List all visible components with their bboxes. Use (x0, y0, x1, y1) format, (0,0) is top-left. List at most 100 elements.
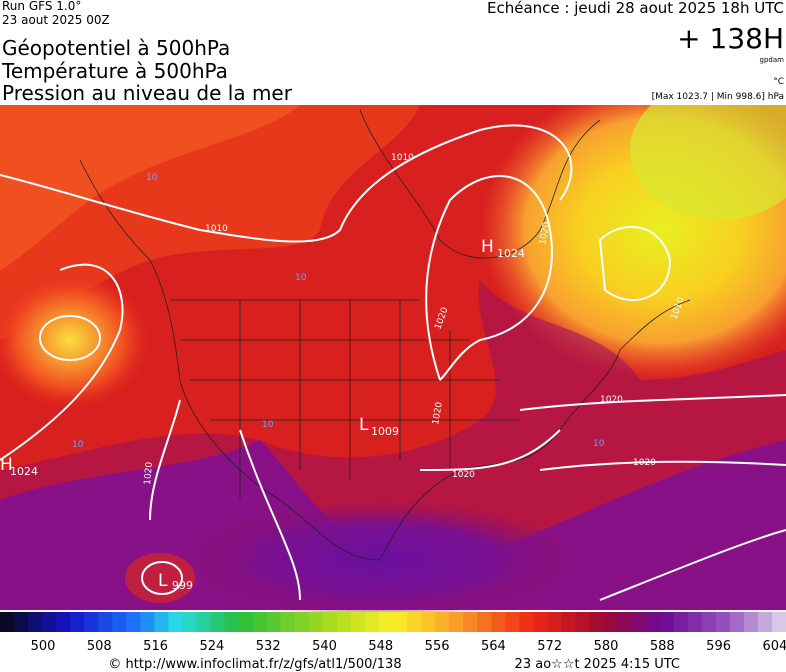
map-area (0, 80, 786, 620)
colorbar-swatch (435, 612, 450, 632)
pressure-label: 1024 (10, 465, 38, 478)
unit-geopotential: gpdam (760, 56, 785, 64)
colorbar-swatch (56, 612, 71, 632)
colorbar-swatch (645, 612, 661, 632)
pressure-label: 999 (172, 579, 193, 592)
run-date: 23 aout 2025 00Z (2, 13, 110, 27)
colorbar-swatch (421, 612, 436, 632)
colorbar-label: 524 (199, 639, 224, 654)
isobar (0, 124, 573, 243)
colorbar-swatch (140, 612, 155, 632)
colorbar-swatch (449, 612, 464, 632)
colorbar-label: 516 (143, 639, 168, 654)
warm-region (0, 105, 300, 270)
colorbar-label: 572 (537, 639, 562, 654)
colorbar-swatch (210, 612, 226, 632)
isotherm-label: 10 (146, 173, 158, 183)
colorbar-swatch (757, 612, 773, 632)
borders (170, 109, 601, 500)
isobar-label: 1020 (600, 395, 623, 405)
colorbar-swatch (378, 612, 394, 632)
isobar-label: 1010 (205, 224, 228, 234)
isobar-label: 1020 (143, 461, 155, 485)
map-labels: H 1024 L 1009 H 1024 L 999 1010 1010 102… (0, 153, 687, 592)
colorbar-swatch (393, 612, 408, 632)
warm-region (630, 80, 786, 220)
colorbar-swatch (168, 612, 183, 632)
title-line: Température à 500hPa (1, 59, 228, 83)
colorbar-swatch (673, 612, 689, 632)
warm-region (0, 270, 150, 410)
colorbar-swatch (463, 612, 478, 632)
colorbar-swatch (252, 612, 268, 632)
colorbar-label: 604 (762, 639, 786, 654)
pressure-label: 1009 (371, 425, 399, 438)
colorbar-swatch (294, 612, 310, 632)
colorbar-label: 580 (594, 639, 619, 654)
colorbar-swatch (364, 612, 380, 632)
isobar (141, 561, 183, 595)
isobar (598, 226, 672, 301)
isobar-label: 1010 (391, 153, 414, 163)
pressure-range: [Max 1023.7 | Min 998.6] hPa (652, 92, 784, 102)
colorbar-swatch (154, 612, 169, 632)
colorbar-swatch (505, 612, 520, 632)
colorbar-swatch (575, 612, 590, 632)
colorbar-swatch (322, 612, 338, 632)
colorbar-label: 500 (31, 639, 56, 654)
colorbar-swatch (617, 612, 633, 632)
colorbar-label: 564 (481, 639, 506, 654)
colorbar-swatch (715, 612, 731, 632)
high-marker: H (0, 455, 13, 475)
isobar-label: 1020 (633, 458, 656, 468)
colorbar-swatch (224, 612, 240, 632)
colorbar-swatch (701, 612, 717, 632)
source-url: © http://www.infoclimat.fr/z/gfs/atl1/50… (108, 657, 401, 672)
isobar (425, 175, 553, 381)
isobar-label: 1020 (431, 401, 445, 426)
colorbar-swatch (519, 612, 534, 632)
colorbar-swatch (280, 612, 296, 632)
colorbar-swatch (336, 612, 352, 632)
colorbar: 500 508 516 524 532 540 548 556 564 572 580 588 596 6… (0, 612, 786, 654)
colorbar-swatch (491, 612, 506, 632)
colorbar-swatch (589, 612, 605, 632)
colorbar-swatch (98, 612, 113, 632)
colorbar-swatch (0, 612, 15, 632)
colorbar-label: 540 (312, 639, 337, 654)
colorbar-swatch (771, 612, 786, 632)
colorbar-swatch (729, 612, 745, 632)
colorbar-swatch (631, 612, 647, 632)
colorbar-swatch (687, 612, 703, 632)
colorbar-swatch (743, 612, 759, 632)
colorbar-swatch (70, 612, 85, 632)
colorbar-swatch (28, 612, 43, 632)
isobar (39, 315, 101, 361)
colorbar-swatch (603, 612, 619, 632)
isotherm-label: 10 (72, 440, 84, 450)
colorbar-swatch (407, 612, 422, 632)
high-marker: H (481, 237, 494, 257)
colorbar-swatch (547, 612, 562, 632)
colorbar-swatch (84, 612, 99, 632)
colorbar-label: 556 (425, 639, 450, 654)
isobar (0, 263, 124, 461)
low-marker: L (158, 571, 168, 591)
isobar-label: 1020 (452, 470, 475, 480)
title-line: Géopotentiel à 500hPa (2, 36, 230, 60)
title-line: Pression au niveau de la mer (2, 81, 293, 105)
forecast-time: Echéance : jeudi 28 aout 2025 18h UTC (487, 0, 784, 17)
low-marker: L (359, 415, 369, 435)
colorbar-swatch (14, 612, 29, 632)
colorbar-swatch (42, 612, 57, 632)
low-center (125, 553, 195, 603)
isobar (149, 394, 786, 601)
colorbar-swatch (308, 612, 324, 632)
colorbar-swatch (659, 612, 675, 632)
run-label: Run GFS 1.0° (2, 0, 81, 13)
colorbar-swatch (238, 612, 254, 632)
colorbar-label: 508 (87, 639, 112, 654)
unit-temperature: °C (773, 77, 784, 87)
colorbar-swatch (126, 612, 141, 632)
